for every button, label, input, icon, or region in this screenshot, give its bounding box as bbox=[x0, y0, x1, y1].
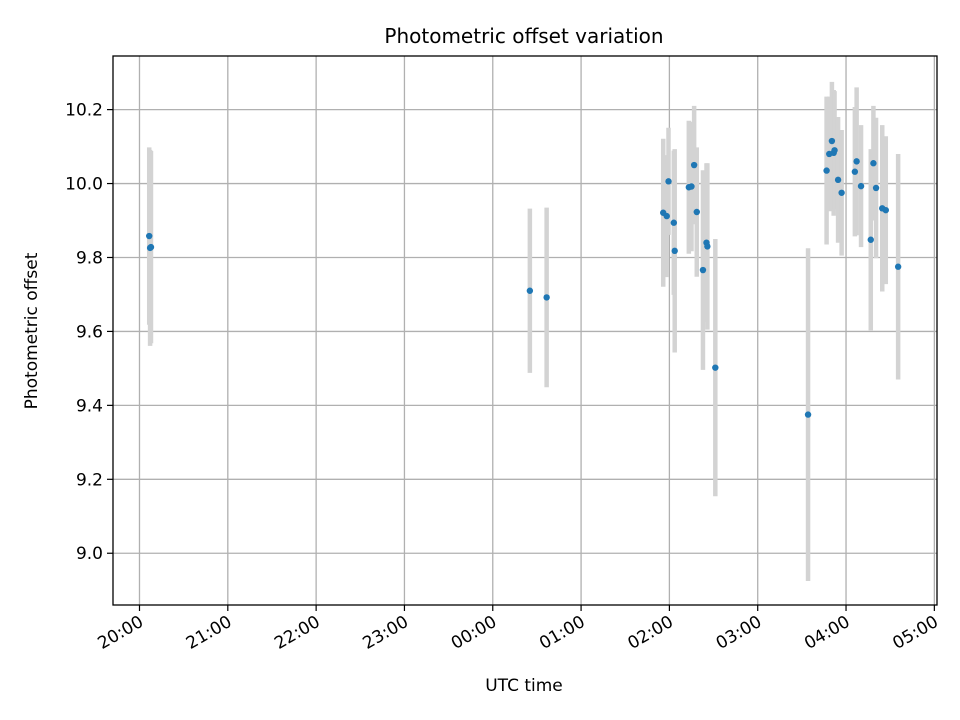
x-axis-label: UTC time bbox=[485, 676, 563, 696]
data-point bbox=[828, 137, 836, 145]
y-tick-label: 9.8 bbox=[76, 248, 103, 268]
x-tick-label: 22:00 bbox=[271, 612, 323, 654]
data-points bbox=[146, 137, 902, 418]
data-point bbox=[543, 294, 550, 301]
x-tick-label: 02:00 bbox=[624, 612, 676, 654]
data-point bbox=[851, 168, 859, 175]
x-tick-label: 01:00 bbox=[536, 612, 588, 654]
data-point bbox=[857, 182, 865, 190]
data-point bbox=[834, 176, 842, 184]
plot-frame bbox=[112, 55, 938, 606]
data-point bbox=[665, 178, 672, 185]
data-point bbox=[872, 184, 880, 192]
data-point bbox=[693, 208, 700, 216]
data-point bbox=[712, 364, 719, 371]
y-tick-label: 9.2 bbox=[76, 470, 103, 490]
y-tick-label: 10.2 bbox=[65, 101, 103, 121]
data-point bbox=[146, 232, 153, 240]
data-point bbox=[882, 206, 889, 214]
y-tick-label: 10.0 bbox=[65, 175, 103, 195]
data-point bbox=[147, 243, 155, 251]
x-tick-label: 23:00 bbox=[360, 612, 412, 654]
data-point bbox=[704, 243, 711, 250]
data-point bbox=[823, 167, 830, 174]
data-point bbox=[894, 263, 902, 270]
data-point bbox=[831, 147, 838, 154]
y-axis-label: Photometric offset bbox=[22, 252, 42, 409]
data-point bbox=[670, 219, 678, 226]
x-tick-label: 04:00 bbox=[801, 612, 853, 654]
data-point bbox=[663, 212, 670, 220]
y-tick-label: 9.6 bbox=[76, 322, 103, 342]
x-tick-label: 00:00 bbox=[448, 612, 500, 654]
data-point bbox=[699, 266, 707, 274]
y-tick-label: 9.4 bbox=[76, 396, 103, 416]
grid bbox=[113, 56, 937, 605]
x-tick-label: 20:00 bbox=[95, 612, 147, 654]
x-tick-label: 03:00 bbox=[713, 612, 765, 654]
x-tick-label: 05:00 bbox=[889, 612, 941, 654]
data-point bbox=[671, 247, 678, 255]
data-point bbox=[867, 236, 874, 243]
data-point bbox=[870, 160, 877, 167]
data-point bbox=[690, 161, 698, 169]
y-tick-label: 9.0 bbox=[76, 544, 103, 564]
data-point bbox=[853, 158, 860, 165]
chart-title: Photometric offset variation bbox=[384, 24, 663, 48]
data-point bbox=[688, 183, 695, 190]
data-point bbox=[838, 189, 845, 196]
data-point bbox=[526, 287, 534, 294]
data-point bbox=[804, 411, 812, 418]
x-tick-label: 21:00 bbox=[183, 612, 235, 654]
